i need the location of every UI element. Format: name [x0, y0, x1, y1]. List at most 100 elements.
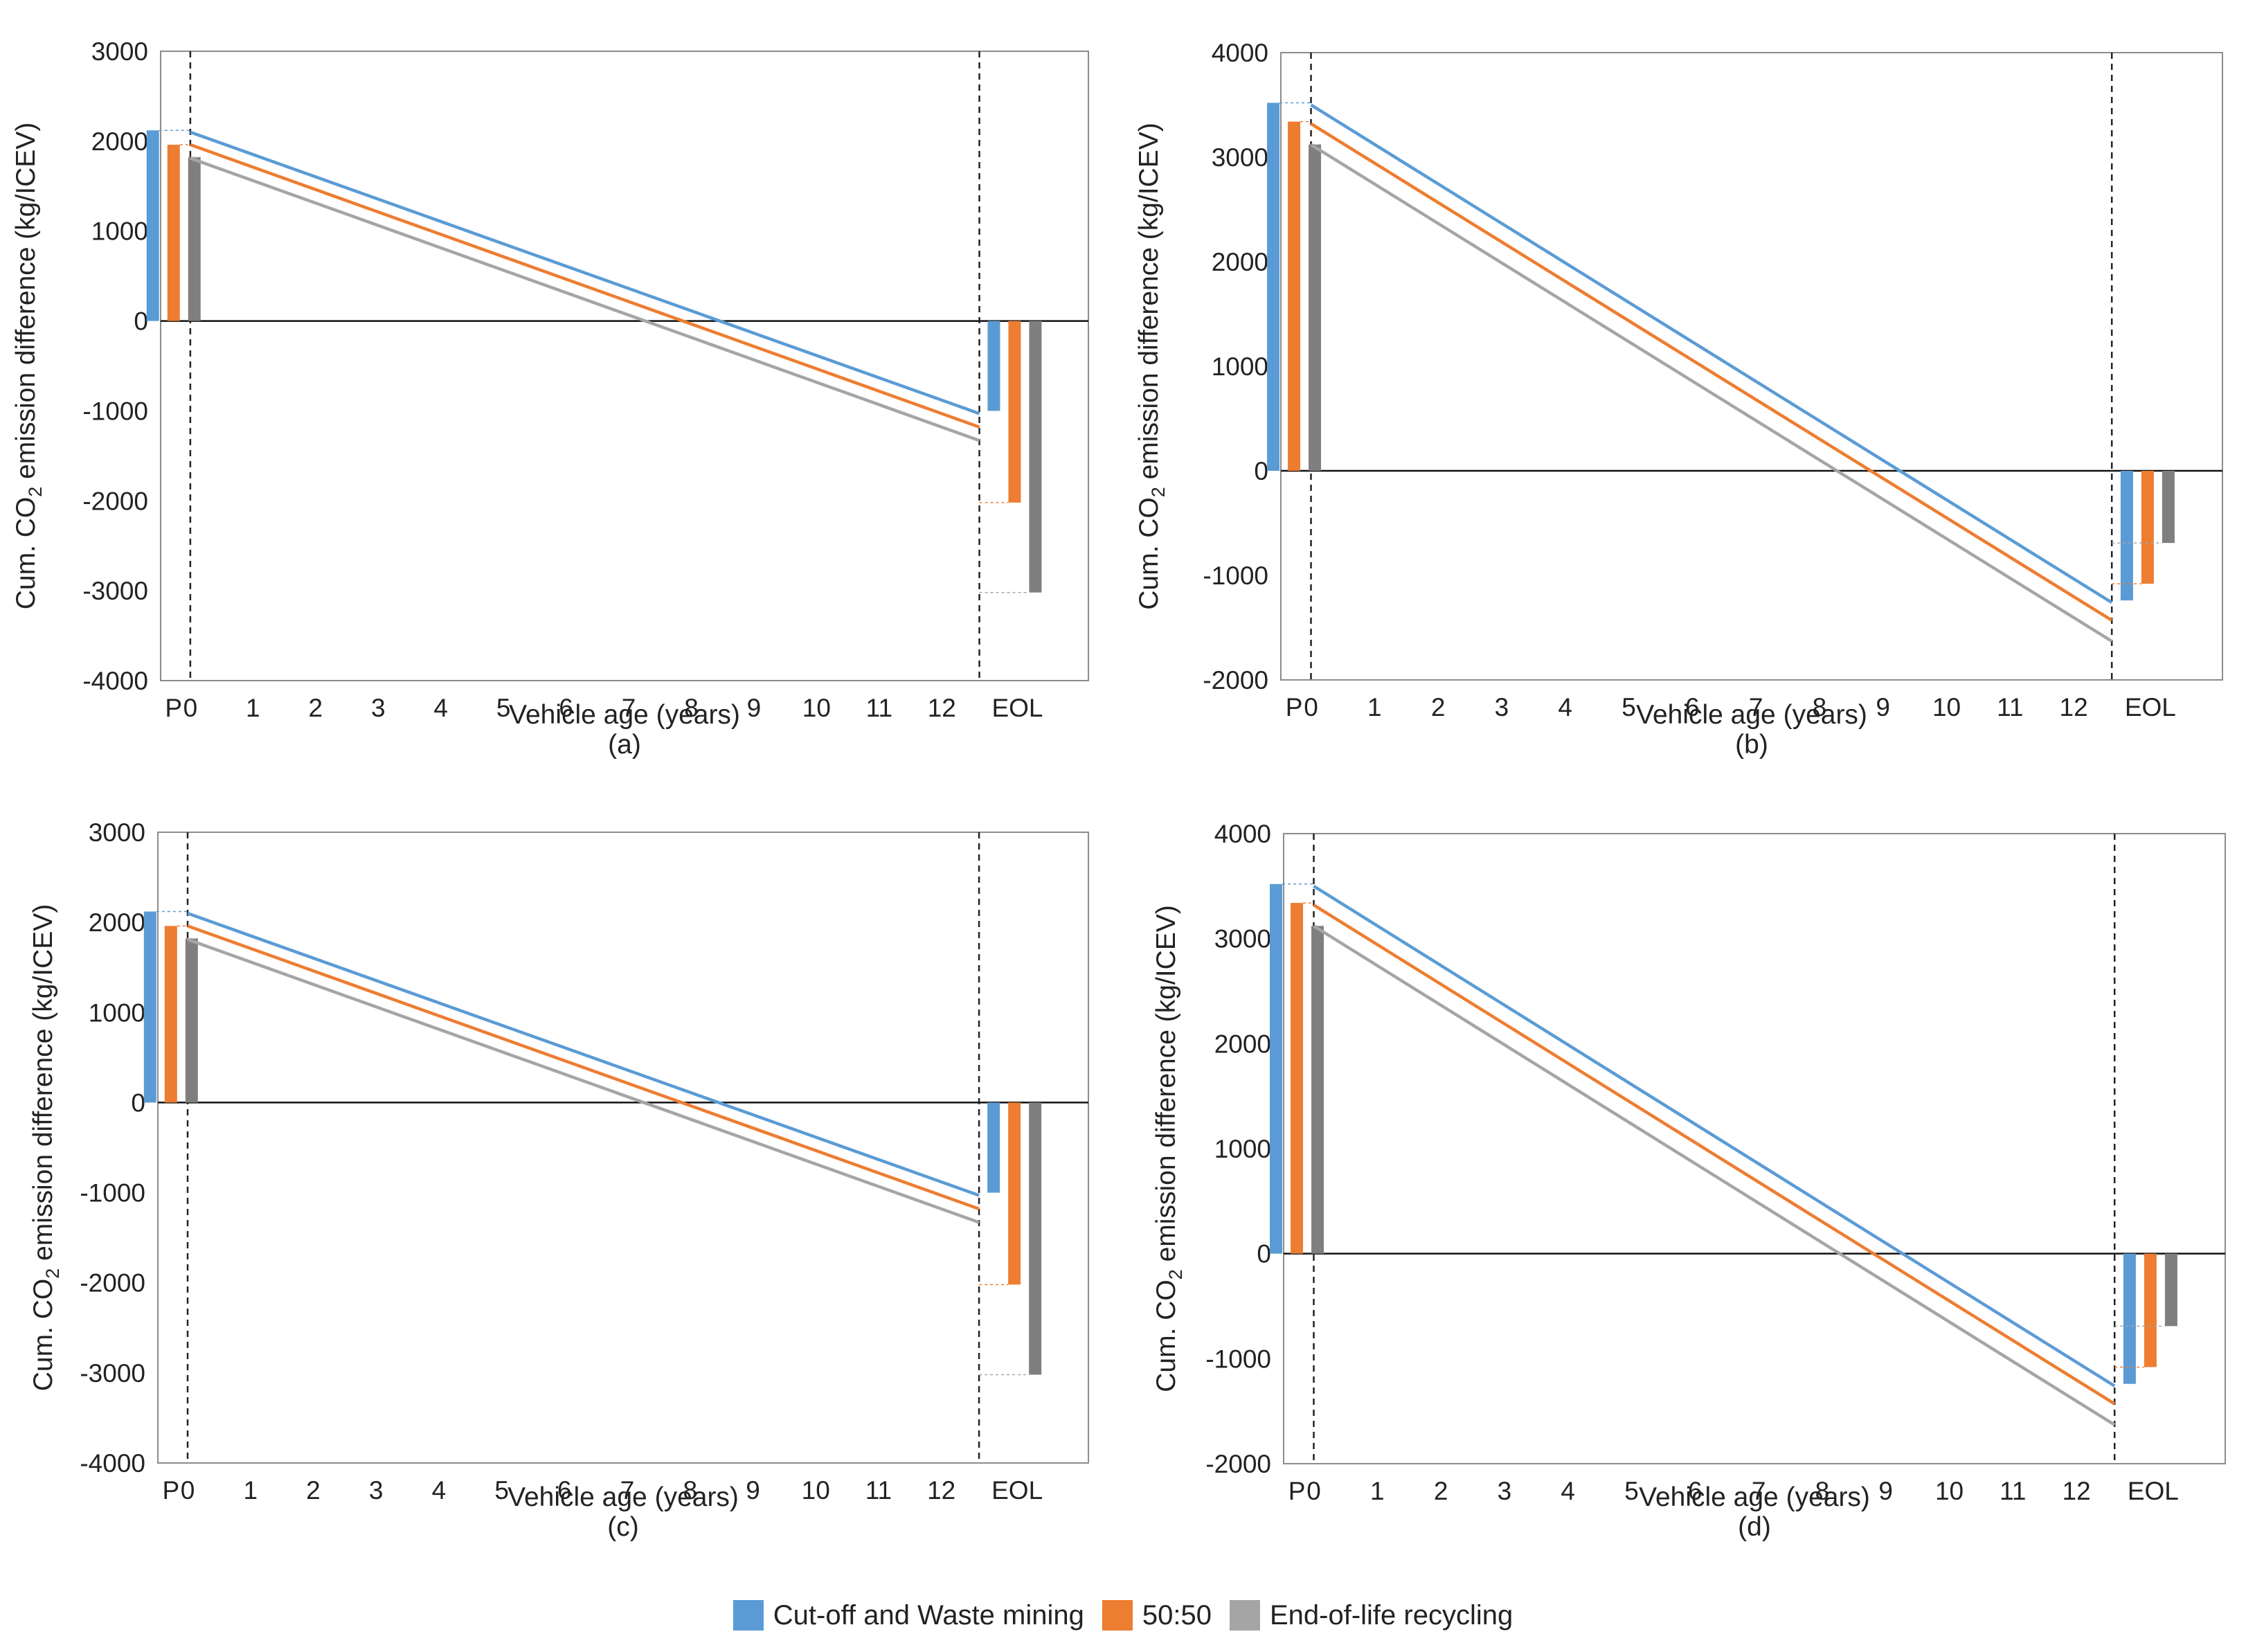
production-bar	[1270, 883, 1283, 1254]
x-tick-label: 10	[1935, 1477, 1964, 1505]
x-tick-label: 9	[1876, 693, 1890, 721]
x-tick-label: 2	[1434, 1477, 1448, 1505]
y-tick-label: 1000	[1212, 352, 1268, 381]
x-tick-label: 3	[369, 1476, 384, 1505]
panel-caption: (d)	[1738, 1512, 1771, 1542]
production-bar	[167, 145, 180, 321]
x-tick-label: 7	[620, 1476, 635, 1505]
x-axis-title: Vehicle age (years)	[1639, 1482, 1870, 1512]
x-tick-label: 8	[1813, 693, 1827, 721]
x-tick-label: EOL	[991, 1476, 1043, 1505]
y-tick-label: 0	[1254, 457, 1268, 485]
production-bar	[188, 157, 201, 321]
y-tick-label: -2000	[1203, 666, 1268, 694]
legend-label-cutoff: Cut-off and Waste mining	[773, 1599, 1084, 1631]
x-tick-label: 7	[622, 694, 636, 722]
x-tick-label: 7	[1749, 693, 1763, 721]
production-bar	[1291, 903, 1304, 1254]
x-tick-label: 12	[2063, 1477, 2091, 1505]
y-tick-label: -2000	[1205, 1450, 1271, 1478]
y-tick-label: -2000	[80, 1269, 145, 1298]
legend-label-eol: End-of-life recycling	[1269, 1599, 1513, 1631]
legend-item-fifty: 50:50	[1102, 1600, 1212, 1631]
x-tick-label: 6	[1688, 1477, 1703, 1505]
x-tick-label: 2	[308, 694, 323, 722]
y-axis-title: Cum. CO2 emission difference (kg/ICEV)	[1151, 905, 1186, 1392]
series-line	[1313, 904, 2116, 1406]
y-tick-label: -1000	[82, 397, 148, 425]
x-tick-label: P	[1286, 693, 1303, 721]
series-line	[1313, 884, 2116, 1388]
series-line	[1313, 924, 2116, 1426]
chart-legend: Cut-off and Waste mining 50:50 End-of-li…	[0, 1591, 2246, 1640]
x-tick-label: 4	[1561, 1477, 1575, 1505]
x-tick-label: 7	[1752, 1477, 1766, 1505]
series-line	[1310, 103, 2113, 604]
y-tick-label: -1000	[1205, 1345, 1271, 1373]
x-tick-label: 6	[557, 1476, 572, 1505]
x-tick-label: 11	[865, 1476, 892, 1505]
series-line	[187, 924, 980, 1211]
production-bar	[1288, 121, 1301, 471]
x-tick-label: 10	[802, 1476, 830, 1505]
x-tick-label: 11	[1997, 693, 2023, 721]
x-tick-label: 5	[1624, 1477, 1639, 1505]
x-tick-label: 0	[1304, 693, 1318, 721]
legend-swatch-fifty	[1102, 1600, 1133, 1631]
x-tick-label: 0	[181, 1476, 195, 1505]
y-tick-label: -3000	[80, 1359, 145, 1388]
y-tick-label: 0	[131, 1088, 145, 1117]
panel-caption: (b)	[1735, 730, 1768, 760]
legend-label-fifty: 50:50	[1142, 1599, 1212, 1631]
plot-area-frame	[160, 51, 1089, 681]
x-tick-label: 9	[746, 1476, 760, 1505]
x-tick-label: 2	[306, 1476, 321, 1505]
x-axis-title: Vehicle age (years)	[507, 1482, 739, 1512]
y-tick-label: 1000	[91, 217, 148, 246]
x-tick-label: 10	[1932, 693, 1961, 721]
eol-bar	[2162, 471, 2175, 544]
x-tick-label: 12	[928, 694, 956, 722]
x-tick-label: 5	[496, 694, 511, 722]
x-tick-label: 11	[866, 694, 892, 722]
y-tick-label: 2000	[89, 908, 145, 937]
y-tick-label: 3000	[1214, 925, 1271, 953]
x-tick-label: 2	[1431, 693, 1446, 721]
y-tick-label: 0	[1257, 1240, 1271, 1268]
eol-bar	[987, 1102, 1000, 1193]
x-tick-label: 8	[683, 1476, 697, 1505]
y-tick-label: 4000	[1214, 820, 1271, 848]
y-axis-title: Cum. CO2 emission difference (kg/ICEV)	[11, 123, 46, 610]
x-tick-label: 6	[1685, 693, 1700, 721]
y-tick-label: 2000	[1212, 248, 1268, 276]
eol-bar	[1008, 321, 1021, 503]
legend-item-eol: End-of-life recycling	[1229, 1599, 1513, 1631]
legend-swatch-eol	[1229, 1600, 1260, 1631]
y-tick-label: -2000	[82, 487, 148, 515]
y-tick-label: 0	[134, 307, 148, 336]
series-line	[1310, 122, 2113, 622]
series-line	[190, 130, 980, 415]
x-tick-label: 10	[802, 694, 831, 722]
eol-bar	[987, 321, 1000, 411]
y-tick-label: 1000	[89, 998, 145, 1027]
x-tick-label: 9	[1878, 1477, 1893, 1505]
eol-bar	[2120, 471, 2133, 601]
plot-area-frame	[1283, 833, 2226, 1464]
x-tick-label: 4	[432, 1476, 447, 1505]
y-tick-label: 1000	[1214, 1135, 1271, 1163]
x-axis-title: Vehicle age (years)	[1636, 700, 1867, 730]
x-tick-label: 1	[243, 1476, 258, 1505]
legend-swatch-cutoff	[733, 1600, 764, 1631]
x-tick-label: 6	[559, 694, 573, 722]
production-bar	[143, 911, 156, 1103]
y-axis-title: Cum. CO2 emission difference (kg/ICEV)	[28, 904, 63, 1392]
production-bar	[164, 926, 177, 1103]
y-tick-label: 4000	[1212, 39, 1268, 67]
y-tick-label: 3000	[89, 818, 145, 847]
x-tick-label: P	[1288, 1477, 1306, 1505]
x-tick-label: 0	[183, 694, 198, 722]
x-tick-label: 1	[246, 694, 260, 722]
